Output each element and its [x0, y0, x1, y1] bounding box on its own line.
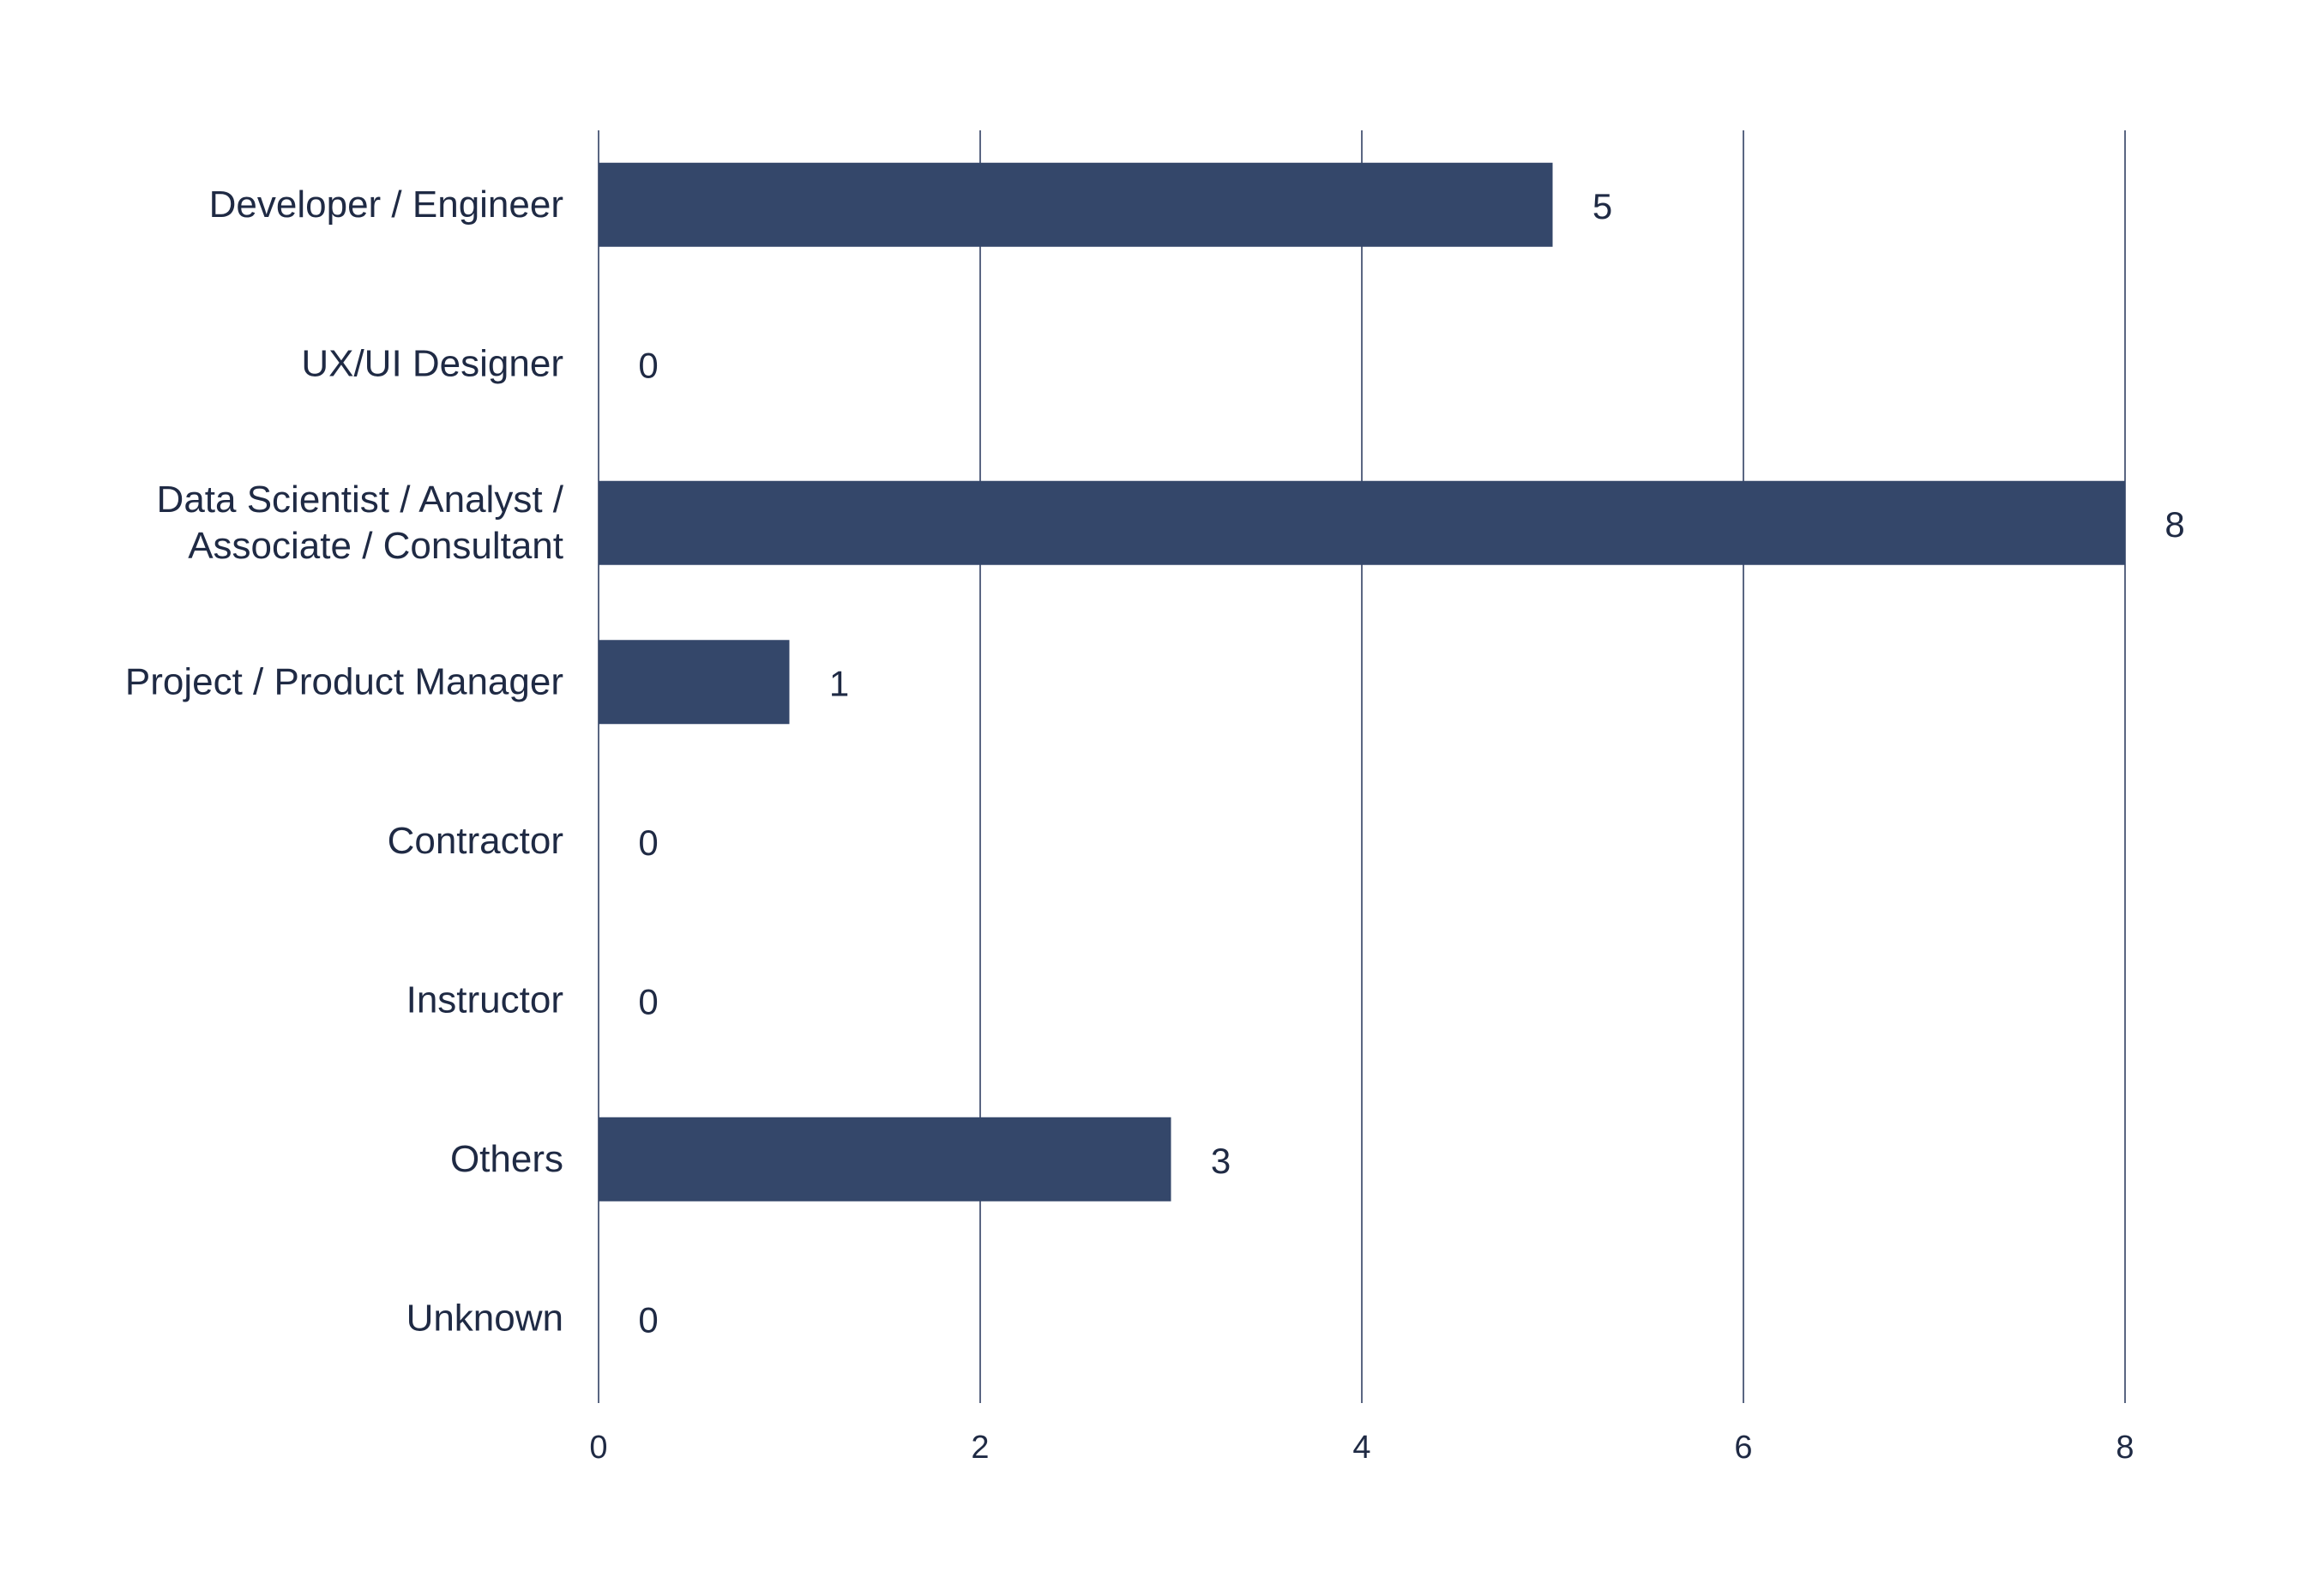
data-label: 0: [638, 822, 658, 863]
data-label: 3: [1211, 1141, 1231, 1181]
data-label: 0: [638, 345, 658, 385]
data-label: 8: [2164, 504, 2184, 545]
bar: [599, 480, 2125, 565]
x-tick-label: 8: [2116, 1430, 2134, 1466]
category-label: Project / Product Manager: [125, 660, 563, 702]
category-labels: Developer / Engineer UX/UI Designer Data S…: [125, 184, 564, 1340]
category-label: UX/UI Designer: [301, 342, 563, 384]
x-tick-label: 2: [971, 1430, 989, 1466]
bar: [599, 162, 1553, 247]
category-label: Others: [450, 1138, 563, 1180]
data-label: 0: [638, 981, 658, 1021]
data-label: 1: [829, 663, 849, 703]
value-labels: 5 0 8 1 0 0 3 0: [638, 186, 2184, 1340]
category-label: Unknown: [406, 1297, 563, 1339]
category-label: Contractor: [388, 820, 563, 862]
x-axis-ticks: 0 2 4 6 8: [589, 1430, 2134, 1466]
x-tick-label: 0: [589, 1430, 607, 1466]
gridlines: [598, 130, 2126, 1403]
bar: [599, 1117, 1171, 1202]
bar: [599, 640, 790, 725]
data-label: 0: [638, 1299, 658, 1340]
category-label: Data Scientist / Analyst / Associate / Co…: [157, 479, 564, 567]
bars: [599, 162, 2125, 1202]
x-tick-label: 4: [1352, 1430, 1370, 1466]
category-label: Developer / Engineer: [209, 184, 563, 226]
x-tick-label: 6: [1734, 1430, 1752, 1466]
category-label: Instructor: [406, 979, 563, 1021]
data-label: 5: [1592, 186, 1612, 226]
